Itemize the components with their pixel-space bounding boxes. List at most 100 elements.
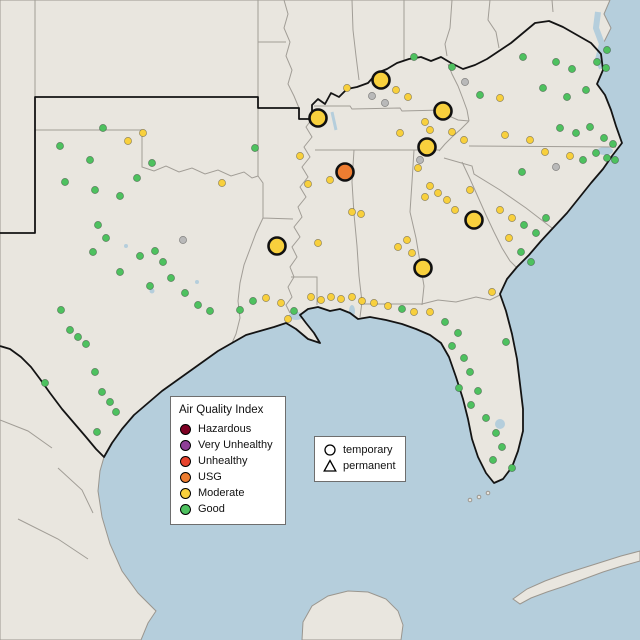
station-dot[interactable] <box>91 368 99 376</box>
station-dot[interactable] <box>600 134 608 142</box>
station-dot[interactable] <box>563 93 571 101</box>
station-temporary-circle[interactable] <box>308 108 328 128</box>
station-dot[interactable] <box>541 148 549 156</box>
station-dot[interactable] <box>136 252 144 260</box>
station-dot[interactable] <box>314 239 322 247</box>
station-dot[interactable] <box>426 182 434 190</box>
station-dot[interactable] <box>98 388 106 396</box>
station-dot[interactable] <box>501 131 509 139</box>
station-dot[interactable] <box>603 154 611 162</box>
station-dot[interactable] <box>89 248 97 256</box>
station-dot[interactable] <box>218 179 226 187</box>
station-dot[interactable] <box>434 189 442 197</box>
station-dot[interactable] <box>508 464 516 472</box>
station-dot[interactable] <box>384 302 392 310</box>
station-dot[interactable] <box>394 243 402 251</box>
station-dot[interactable] <box>518 168 526 176</box>
station-dot[interactable] <box>93 428 101 436</box>
station-dot[interactable] <box>408 249 416 257</box>
station-dot[interactable] <box>277 299 285 307</box>
station-dot[interactable] <box>443 196 451 204</box>
station-dot[interactable] <box>476 91 484 99</box>
station-dot[interactable] <box>236 306 244 314</box>
station-dot[interactable] <box>498 443 506 451</box>
station-dot[interactable] <box>492 429 500 437</box>
station-dot[interactable] <box>568 65 576 73</box>
station-dot[interactable] <box>181 289 189 297</box>
station-dot[interactable] <box>326 176 334 184</box>
station-dot[interactable] <box>357 210 365 218</box>
station-dot[interactable] <box>194 301 202 309</box>
station-dot[interactable] <box>61 178 69 186</box>
station-dot[interactable] <box>167 274 175 282</box>
station-dot[interactable] <box>159 258 167 266</box>
station-dot[interactable] <box>455 384 463 392</box>
station-dot[interactable] <box>517 248 525 256</box>
station-dot[interactable] <box>474 387 482 395</box>
station-temporary-circle[interactable] <box>371 70 391 90</box>
station-dot[interactable] <box>482 414 490 422</box>
station-dot[interactable] <box>57 306 65 314</box>
station-dot[interactable] <box>348 293 356 301</box>
station-dot[interactable] <box>448 128 456 136</box>
station-dot[interactable] <box>426 308 434 316</box>
station-dot[interactable] <box>579 156 587 164</box>
station-dot[interactable] <box>304 180 312 188</box>
station-dot[interactable] <box>398 305 406 313</box>
station-dot[interactable] <box>290 307 298 315</box>
station-dot[interactable] <box>94 221 102 229</box>
station-dot[interactable] <box>396 129 404 137</box>
station-temporary-circle[interactable] <box>464 210 484 230</box>
station-dot[interactable] <box>582 86 590 94</box>
station-dot[interactable] <box>86 156 94 164</box>
station-dot[interactable] <box>56 142 64 150</box>
station-dot[interactable] <box>370 299 378 307</box>
station-temporary-circle[interactable] <box>335 162 355 182</box>
station-dot[interactable] <box>552 58 560 66</box>
station-dot[interactable] <box>426 126 434 134</box>
station-dot[interactable] <box>603 46 611 54</box>
station-dot[interactable] <box>251 144 259 152</box>
station-dot[interactable] <box>307 293 315 301</box>
station-dot[interactable] <box>441 318 449 326</box>
station-dot[interactable] <box>532 229 540 237</box>
station-dot[interactable] <box>466 186 474 194</box>
station-dot[interactable] <box>505 234 513 242</box>
station-dot[interactable] <box>414 164 422 172</box>
station-dot[interactable] <box>116 192 124 200</box>
station-dot[interactable] <box>206 307 214 315</box>
station-dot[interactable] <box>460 354 468 362</box>
station-dot[interactable] <box>148 159 156 167</box>
station-dot[interactable] <box>327 293 335 301</box>
station-dot[interactable] <box>99 124 107 132</box>
station-dot[interactable] <box>358 297 366 305</box>
station-dot[interactable] <box>609 140 617 148</box>
station-dot[interactable] <box>421 118 429 126</box>
station-dot[interactable] <box>41 379 49 387</box>
station-dot[interactable] <box>179 236 187 244</box>
station-dot[interactable] <box>403 236 411 244</box>
station-dot[interactable] <box>284 315 292 323</box>
station-dot[interactable] <box>502 338 510 346</box>
station-dot[interactable] <box>586 123 594 131</box>
station-dot[interactable] <box>556 124 564 132</box>
station-dot[interactable] <box>262 294 270 302</box>
station-dot[interactable] <box>416 156 424 164</box>
station-dot[interactable] <box>124 137 132 145</box>
station-temporary-circle[interactable] <box>417 137 437 157</box>
station-temporary-circle[interactable] <box>433 101 453 121</box>
station-dot[interactable] <box>404 93 412 101</box>
station-dot[interactable] <box>102 234 110 242</box>
station-dot[interactable] <box>592 149 600 157</box>
station-dot[interactable] <box>461 78 469 86</box>
station-dot[interactable] <box>421 193 429 201</box>
station-dot[interactable] <box>133 174 141 182</box>
station-dot[interactable] <box>337 295 345 303</box>
station-dot[interactable] <box>572 129 580 137</box>
station-dot[interactable] <box>410 308 418 316</box>
station-dot[interactable] <box>74 333 82 341</box>
station-dot[interactable] <box>139 129 147 137</box>
station-dot[interactable] <box>488 288 496 296</box>
station-dot[interactable] <box>527 258 535 266</box>
station-dot[interactable] <box>508 214 516 222</box>
